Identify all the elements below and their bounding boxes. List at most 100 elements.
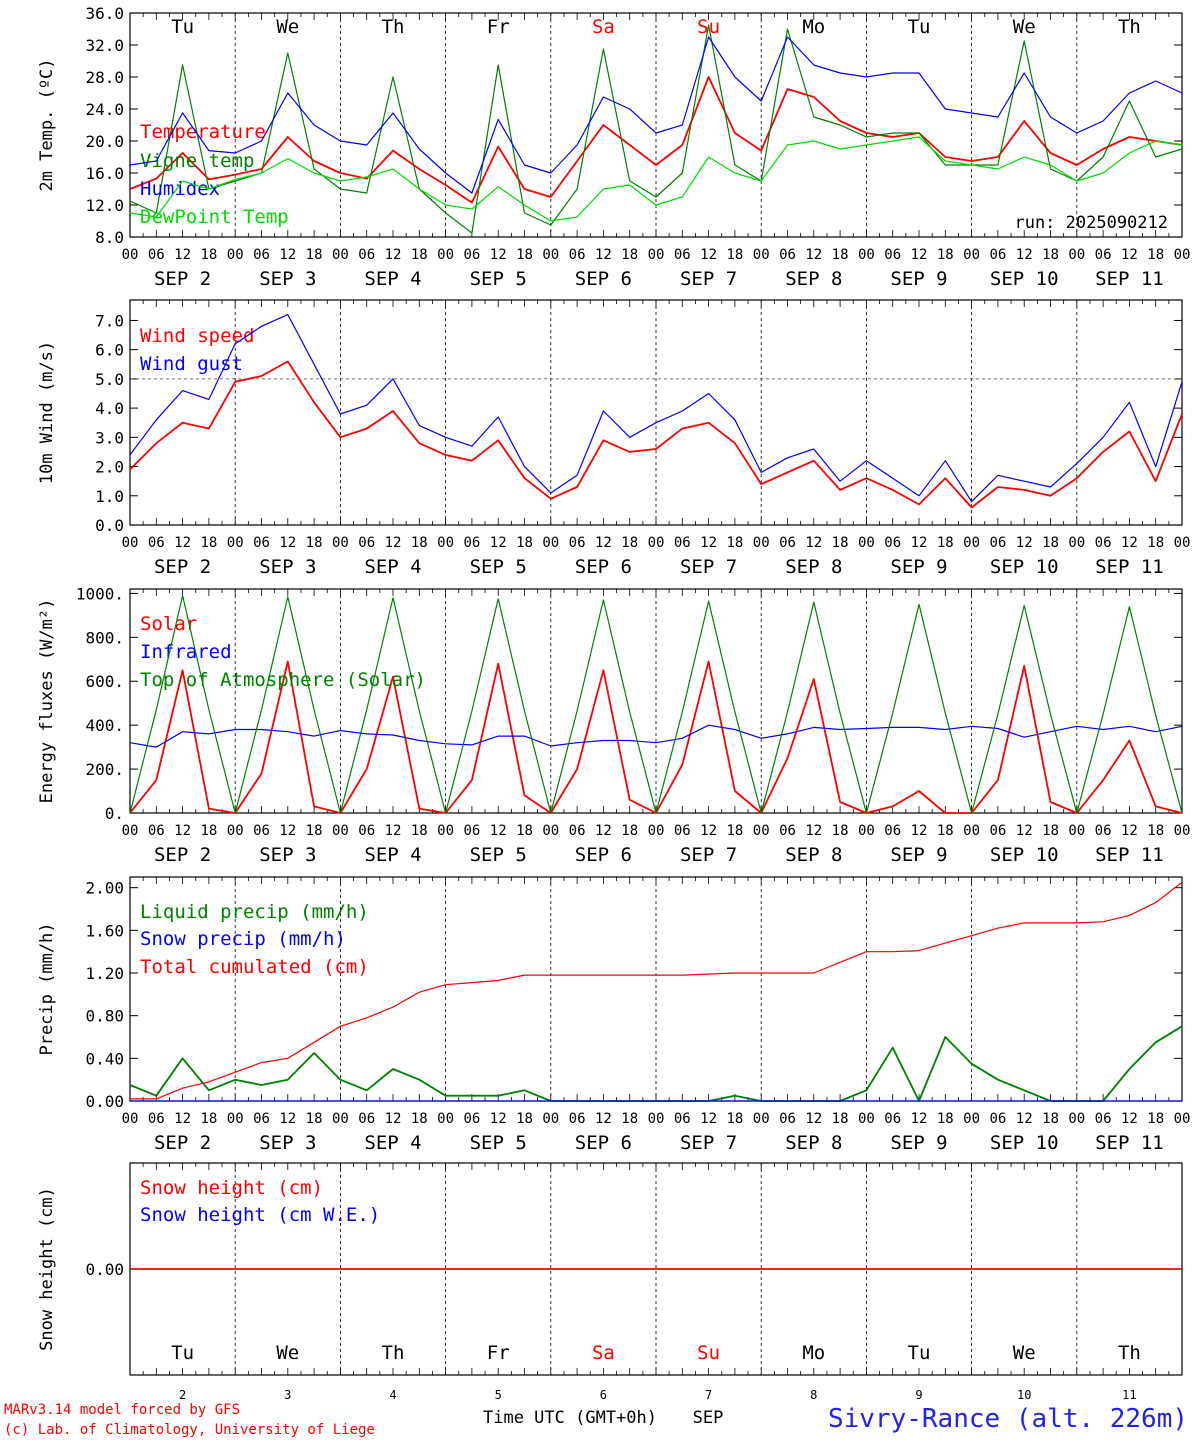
y-tick-label: 1000. [76,584,124,603]
date-label: SEP 2 [154,556,211,578]
date-label: SEP 8 [785,268,842,290]
legend-entry: Temperature [140,121,266,143]
date-label: SEP 9 [890,844,947,866]
weekday-label: Sa [592,1342,615,1364]
y-axis-label: Energy fluxes (W/m²) [37,599,57,804]
date-label: SEP 3 [259,556,316,578]
hour-label: 12 [1121,1111,1138,1127]
date-label: SEP 5 [470,556,527,578]
hour-label: 12 [700,247,717,263]
date-label: SEP 7 [680,556,737,578]
run-label: run: 2025090212 [1014,213,1168,233]
hour-label: 18 [726,247,743,263]
hour-label: 12 [1121,247,1138,263]
hour-label: 06 [779,247,796,263]
hour-label: 06 [884,535,901,551]
weekday-label: Tu [171,1342,194,1364]
hour-label: 00 [122,823,139,839]
day-number: 4 [389,1388,396,1402]
hour-label: 12 [385,247,402,263]
date-label: SEP 10 [990,1132,1059,1154]
legend-entry: Wind gust [140,353,243,375]
hour-label: 18 [726,535,743,551]
x-axis-label: Time UTC (GMT+0h) [483,1408,657,1428]
weekday-label: Fr [487,16,510,38]
hour-label: 18 [1147,535,1164,551]
hour-label: 18 [1042,247,1059,263]
weekday-label: Tu [171,16,194,38]
hour-label: 00 [753,247,770,263]
hour-label: 18 [200,1111,217,1127]
hour-label: 12 [385,823,402,839]
hour-label: 00 [227,1111,244,1127]
weekday-label: Tu [908,16,931,38]
legend-entry: Solar [140,613,197,635]
date-label: SEP 5 [470,1132,527,1154]
series-line-wind-speed [129,360,1183,509]
date-label: SEP 2 [154,844,211,866]
y-tick-label: 600. [85,672,124,691]
hour-label: 06 [779,823,796,839]
date-label: SEP 7 [680,1132,737,1154]
day-number: 9 [915,1388,922,1402]
hour-label: 12 [279,823,296,839]
hour-label: 18 [516,1111,533,1127]
hour-label: 00 [542,823,559,839]
hour-label: 00 [1174,535,1191,551]
hour-label: 00 [858,1111,875,1127]
weekday-label: We [1013,16,1036,38]
hour-label: 00 [858,247,875,263]
series-line-infrared [129,724,1183,748]
hour-label: 06 [1095,535,1112,551]
hour-label: 00 [963,1111,980,1127]
hour-label: 12 [595,1111,612,1127]
y-tick-label: 400. [85,716,124,735]
y-tick-label: 2.0 [95,458,124,477]
panel-4: 0.00 0.40 0.80 1.20 1.60 2.00 Precip (mm/h) Liq… [37,876,1190,1154]
day-number: 11 [1122,1388,1136,1402]
hour-label: 12 [1121,535,1138,551]
station-name: Sivry-Rance (alt. 226m) [828,1404,1188,1434]
hour-label: 12 [490,1111,507,1127]
hour-label: 12 [1121,823,1138,839]
legend-entry: Snow precip (mm/h) [140,928,346,950]
hour-label: 06 [884,247,901,263]
hour-label: 12 [490,247,507,263]
hour-label: 18 [1042,535,1059,551]
hour-label: 06 [674,247,691,263]
hour-label: 00 [648,247,665,263]
hour-label: 00 [122,1111,139,1127]
day-number: 2 [179,1388,186,1402]
series-line-dewpoint-temp [129,136,1183,222]
hour-label: 06 [569,1111,586,1127]
hour-label: 06 [148,1111,165,1127]
hour-label: 06 [253,535,270,551]
hour-label: 12 [279,247,296,263]
legend-entry: Total cumulated (cm) [140,956,369,978]
y-tick-label: 0.0 [95,516,124,535]
weekday-label: We [276,16,299,38]
hour-label: 18 [1042,1111,1059,1127]
y-tick-label: 24.0 [85,100,124,119]
hour-label: 00 [437,823,454,839]
date-label: SEP 4 [364,844,421,866]
hour-label: 18 [200,247,217,263]
weekday-label: Mo [802,1342,825,1364]
hour-label: 00 [227,535,244,551]
hour-label: 06 [148,247,165,263]
hour-label: 12 [385,1111,402,1127]
legend-entry: DewPoint Temp [140,206,289,228]
date-label: SEP 8 [785,1132,842,1154]
hour-label: 00 [437,535,454,551]
hour-label: 06 [569,535,586,551]
hour-label: 06 [463,823,480,839]
date-label: SEP 8 [785,844,842,866]
hour-label: 00 [1068,535,1085,551]
hour-label: 00 [1174,247,1191,263]
day-number: 8 [810,1388,817,1402]
date-label: SEP 11 [1095,1132,1164,1154]
hour-label: 06 [1095,247,1112,263]
series-line-top-of-atmosphere-solar- [129,594,1183,814]
hour-label: 06 [569,247,586,263]
